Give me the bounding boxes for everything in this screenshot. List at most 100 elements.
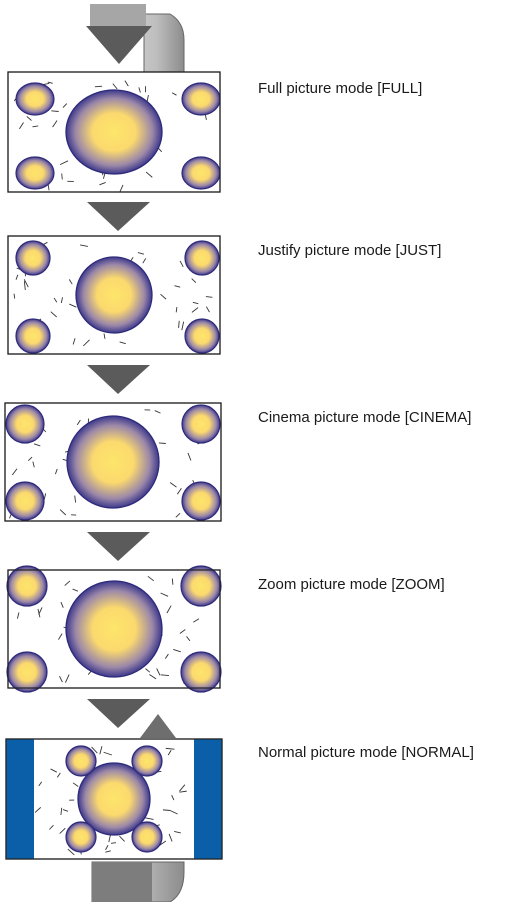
noise-dash [146, 94, 149, 102]
noise-dash [186, 636, 191, 642]
noise-dash [191, 278, 197, 284]
noise-dash [119, 184, 124, 193]
noise-dash [179, 629, 186, 634]
corner-ellipse [181, 404, 221, 444]
screen-border [7, 235, 221, 355]
up-arrow-icon [140, 714, 176, 738]
noise-dash [64, 674, 70, 683]
noise-dash [38, 781, 43, 787]
noise-dash [103, 333, 106, 339]
noise-dash [16, 612, 20, 619]
mode-label-cinema: Cinema picture mode [CINEMA] [258, 409, 472, 426]
corner-ellipse [180, 651, 222, 693]
noise-dash [54, 468, 58, 475]
noise-dash [19, 122, 24, 130]
down-arrow-icon [87, 532, 150, 561]
corner-ellipse [65, 821, 97, 853]
corner-ellipse [15, 318, 51, 354]
noise-dash [105, 850, 111, 853]
noise-dash [72, 338, 76, 345]
cycle-arrow-icon [86, 4, 185, 75]
noise-dash [147, 575, 155, 582]
corner-ellipse [131, 821, 163, 853]
corner-ellipse [184, 240, 220, 276]
noise-dash [47, 81, 53, 84]
noise-dash [23, 281, 26, 291]
corner-ellipse [184, 318, 220, 354]
corner-ellipse [6, 565, 48, 607]
noise-dash [56, 772, 61, 778]
noise-dash [145, 817, 154, 820]
noise-dash [181, 321, 185, 331]
noise-dash [167, 749, 172, 756]
noise-dash [142, 258, 147, 264]
noise-dash [179, 260, 184, 268]
noise-dash [82, 339, 90, 347]
noise-dash [50, 768, 58, 773]
corner-ellipse [15, 156, 55, 190]
screen-normal [5, 738, 223, 860]
screen-border [5, 738, 223, 860]
noise-dash [174, 831, 181, 834]
side-bar-left [6, 739, 34, 859]
noise-dash [178, 320, 180, 328]
noise-dash [165, 747, 175, 750]
noise-dash [166, 605, 172, 614]
noise-dash [175, 307, 178, 313]
noise-dash [59, 827, 66, 834]
noise-dash [59, 509, 67, 516]
center-ellipse [77, 762, 151, 836]
noise-dash [15, 274, 19, 280]
noise-dash [68, 279, 73, 285]
noise-dash [64, 580, 71, 586]
noise-dash [193, 618, 200, 623]
noise-dash [105, 845, 109, 851]
center-ellipse [65, 89, 163, 175]
noise-dash [174, 285, 181, 288]
noise-dash [103, 751, 113, 756]
noise-dash [62, 809, 69, 812]
noise-dash [33, 443, 41, 447]
mode-label-normal: Normal picture mode [NORMAL] [258, 744, 474, 761]
noise-dash [149, 674, 157, 680]
down-arrow-icon [87, 365, 150, 394]
mode-label-full: Full picture mode [FULL] [258, 80, 423, 97]
noise-dash [110, 842, 117, 844]
noise-dash [145, 668, 151, 673]
mode-label-just: Justify picture mode [JUST] [258, 242, 442, 259]
screen-full [7, 71, 221, 193]
noise-dash [138, 87, 141, 93]
noise-dash [32, 461, 35, 468]
corner-ellipse [181, 481, 221, 521]
screen-border [4, 402, 222, 522]
noise-dash [192, 301, 199, 305]
noise-dash [69, 303, 77, 308]
noise-dash [170, 810, 178, 815]
side-bar-right [194, 739, 222, 859]
noise-dash [60, 601, 64, 608]
noise-dash [164, 653, 169, 659]
center-ellipse [65, 580, 163, 678]
corner-ellipse [15, 82, 55, 116]
screen-border [7, 71, 221, 193]
noise-dash [94, 85, 103, 88]
noise-dash [50, 311, 58, 318]
noise-dash [61, 173, 63, 180]
corner-ellipse [181, 82, 221, 116]
noise-dash [191, 307, 199, 313]
noise-dash [38, 607, 43, 615]
noise-dash [205, 296, 213, 298]
noise-dash [176, 487, 182, 495]
noise-dash [47, 184, 50, 191]
noise-dash [72, 588, 79, 592]
noise-dash [173, 648, 181, 653]
noise-dash [67, 848, 75, 856]
corner-ellipse [65, 745, 97, 777]
noise-dash [145, 171, 153, 178]
noise-dash [52, 120, 58, 128]
screen-border [7, 569, 221, 689]
noise-dash [160, 293, 167, 300]
noise-dash [62, 103, 68, 108]
corner-ellipse [15, 240, 51, 276]
mode-label-zoom: Zoom picture mode [ZOOM] [258, 576, 445, 593]
